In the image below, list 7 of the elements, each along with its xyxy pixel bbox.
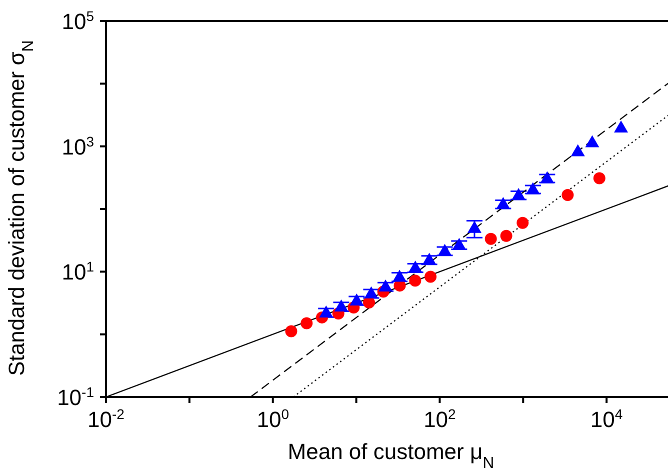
y-tick-label: 10$^{3}$ [62,133,94,160]
y-tick-label: 10$^{5}$ [62,8,94,34]
x-tick-label: 10$^{4}$ [590,406,623,432]
x-tick-label: 10$^{0}$ [256,406,290,432]
x-tick-label: 10$^{2}$ [424,406,456,432]
y-tick-label: 10$^{1}$ [62,258,94,285]
x-axis-title: Mean of customer μ$_{N}$ [288,439,494,469]
